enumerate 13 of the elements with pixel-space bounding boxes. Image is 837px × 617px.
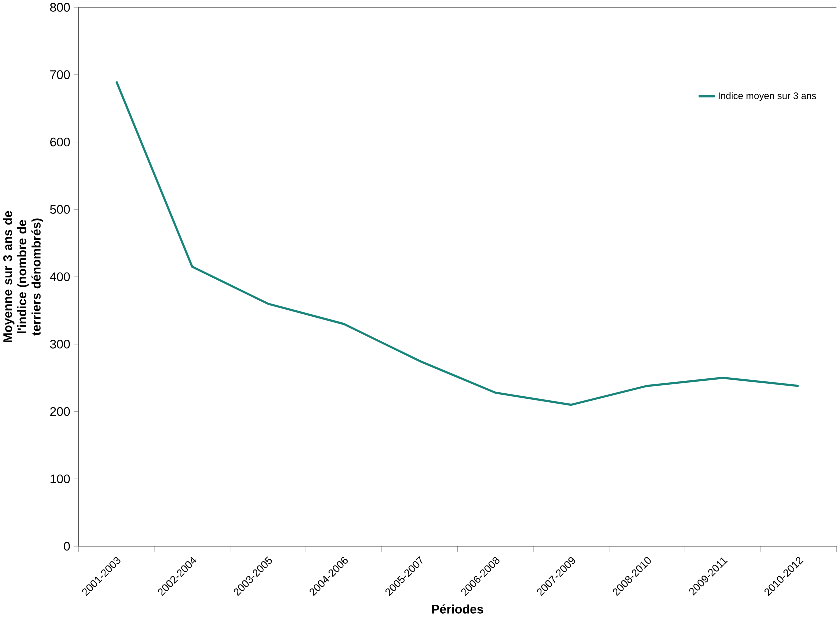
y-tick-label: 600 xyxy=(50,138,70,147)
y-tick-label: 0 xyxy=(64,542,70,551)
y-tick-label: 500 xyxy=(50,205,70,214)
x-axis-title: Périodes xyxy=(432,604,484,614)
y-tick-label: 700 xyxy=(50,70,70,80)
y-tick-label: 200 xyxy=(50,407,70,416)
y-tick-label: 400 xyxy=(50,272,70,282)
legend-label: Indice moyen sur 3 ans xyxy=(718,92,816,102)
y-tick-label: 800 xyxy=(50,3,70,12)
line-series xyxy=(116,80,800,406)
y-tick-label: 100 xyxy=(50,474,70,484)
y-axis-title: Moyenne sur 3 ans de l'indice (nombre de terriers dénombrés) xyxy=(3,211,44,342)
y-tick-label: 300 xyxy=(50,340,70,349)
